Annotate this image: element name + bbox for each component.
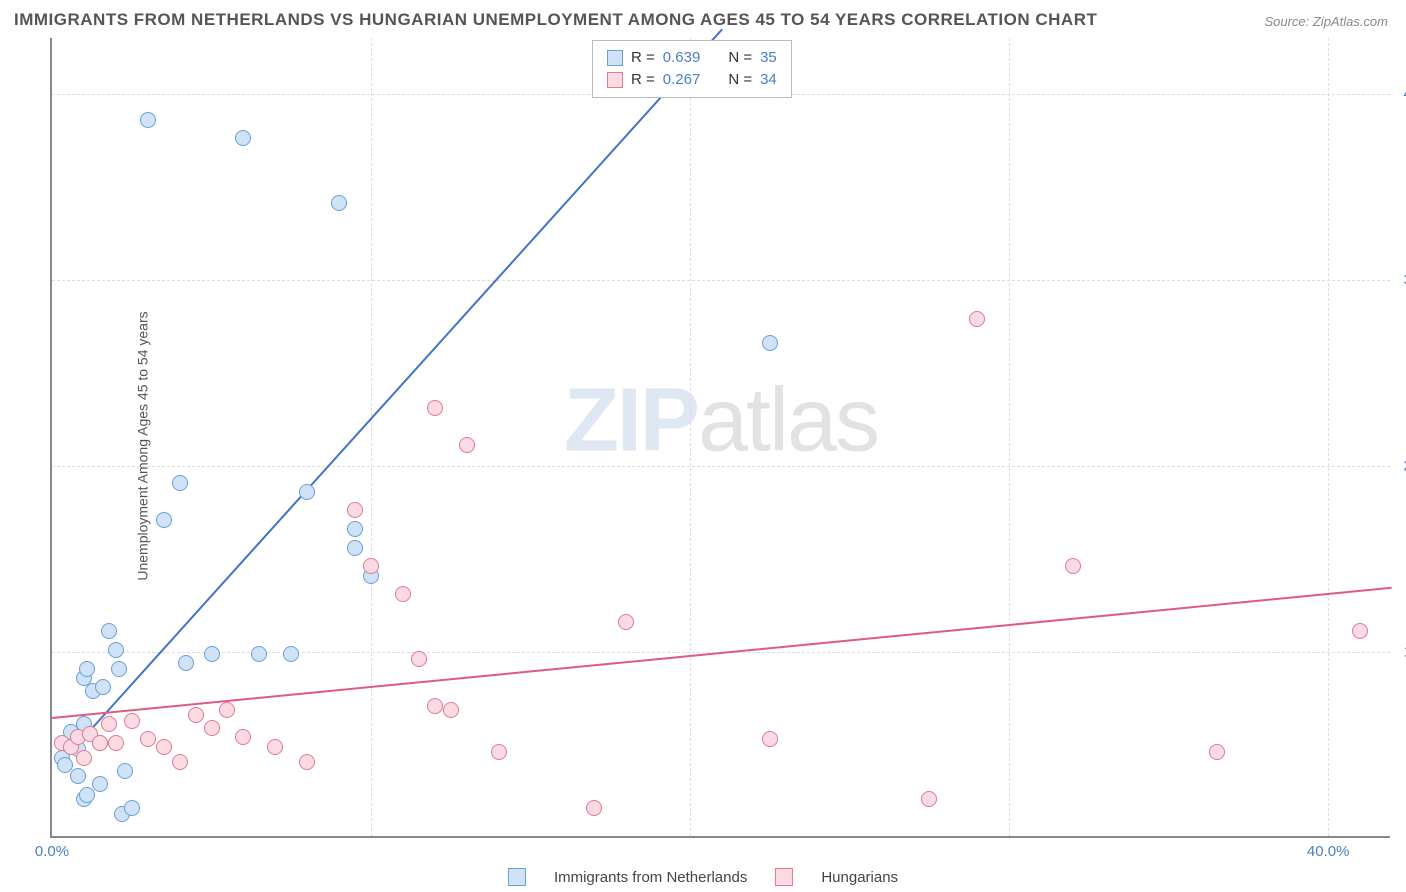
legend: Immigrants from Netherlands Hungarians (508, 868, 898, 886)
stat-n-label: N = (728, 47, 752, 69)
scatter-point (219, 702, 235, 718)
scatter-point (124, 800, 140, 816)
legend-label-hungarians: Hungarians (821, 869, 898, 886)
plot-area: ZIPatlas 10.0%20.0%30.0%40.0%0.0%40.0%R … (50, 38, 1390, 838)
scatter-point (108, 735, 124, 751)
scatter-point (79, 787, 95, 803)
scatter-point (411, 651, 427, 667)
stat-n-label: N = (728, 69, 752, 91)
chart-container: IMMIGRANTS FROM NETHERLANDS VS HUNGARIAN… (0, 0, 1406, 892)
scatter-point (235, 729, 251, 745)
scatter-point (363, 558, 379, 574)
scatter-point (204, 720, 220, 736)
scatter-point (331, 195, 347, 211)
source-attribution: Source: ZipAtlas.com (1264, 14, 1388, 29)
scatter-point (101, 716, 117, 732)
watermark: ZIPatlas (564, 370, 878, 473)
scatter-point (124, 713, 140, 729)
scatter-point (283, 646, 299, 662)
scatter-point (178, 655, 194, 671)
scatter-point (921, 791, 937, 807)
scatter-point (117, 763, 133, 779)
gridline-vertical (1009, 38, 1010, 836)
scatter-point (140, 112, 156, 128)
scatter-point (1065, 558, 1081, 574)
scatter-point (92, 735, 108, 751)
scatter-point (267, 739, 283, 755)
scatter-point (1209, 744, 1225, 760)
x-tick-label: 40.0% (1307, 843, 1350, 860)
watermark-bold: ZIP (564, 371, 698, 471)
stats-swatch (607, 72, 623, 88)
stats-row: R = 0.639 N = 35 (607, 47, 777, 69)
scatter-point (172, 475, 188, 491)
stats-box: R = 0.639 N = 35 R = 0.267 N = 34 (592, 40, 792, 98)
scatter-point (79, 661, 95, 677)
scatter-point (235, 130, 251, 146)
scatter-point (76, 750, 92, 766)
scatter-point (491, 744, 507, 760)
stat-r-value: 0.639 (663, 47, 701, 69)
scatter-point (70, 768, 86, 784)
gridline-horizontal (52, 280, 1390, 281)
scatter-point (172, 754, 188, 770)
scatter-point (347, 540, 363, 556)
legend-label-netherlands: Immigrants from Netherlands (554, 869, 747, 886)
stats-row: R = 0.267 N = 34 (607, 69, 777, 91)
stat-r-label: R = (631, 69, 655, 91)
x-tick-label: 0.0% (35, 843, 69, 860)
chart-title: IMMIGRANTS FROM NETHERLANDS VS HUNGARIAN… (14, 10, 1097, 30)
scatter-point (108, 642, 124, 658)
scatter-point (140, 731, 156, 747)
source-prefix: Source: (1264, 14, 1312, 29)
scatter-point (95, 679, 111, 695)
stat-r-value: 0.267 (663, 69, 701, 91)
scatter-point (618, 614, 634, 630)
scatter-point (204, 646, 220, 662)
scatter-point (251, 646, 267, 662)
scatter-point (299, 754, 315, 770)
scatter-point (443, 702, 459, 718)
scatter-point (92, 776, 108, 792)
gridline-vertical (371, 38, 372, 836)
source-name: ZipAtlas.com (1313, 14, 1388, 29)
legend-swatch-netherlands (508, 868, 526, 886)
scatter-point (111, 661, 127, 677)
gridline-vertical (1328, 38, 1329, 836)
scatter-point (347, 502, 363, 518)
scatter-point (347, 521, 363, 537)
gridline-horizontal (52, 466, 1390, 467)
scatter-point (395, 586, 411, 602)
stat-n-value: 35 (760, 47, 777, 69)
scatter-point (299, 484, 315, 500)
scatter-point (969, 311, 985, 327)
scatter-point (156, 739, 172, 755)
gridline-vertical (690, 38, 691, 836)
scatter-point (427, 698, 443, 714)
stat-r-label: R = (631, 47, 655, 69)
scatter-point (427, 400, 443, 416)
scatter-point (762, 335, 778, 351)
stat-n-value: 34 (760, 69, 777, 91)
scatter-point (156, 512, 172, 528)
legend-swatch-hungarians (775, 868, 793, 886)
trend-line (67, 29, 723, 756)
scatter-point (459, 437, 475, 453)
watermark-thin: atlas (698, 371, 878, 471)
scatter-point (762, 731, 778, 747)
scatter-point (1352, 623, 1368, 639)
scatter-point (101, 623, 117, 639)
stats-swatch (607, 50, 623, 66)
scatter-point (188, 707, 204, 723)
scatter-point (586, 800, 602, 816)
